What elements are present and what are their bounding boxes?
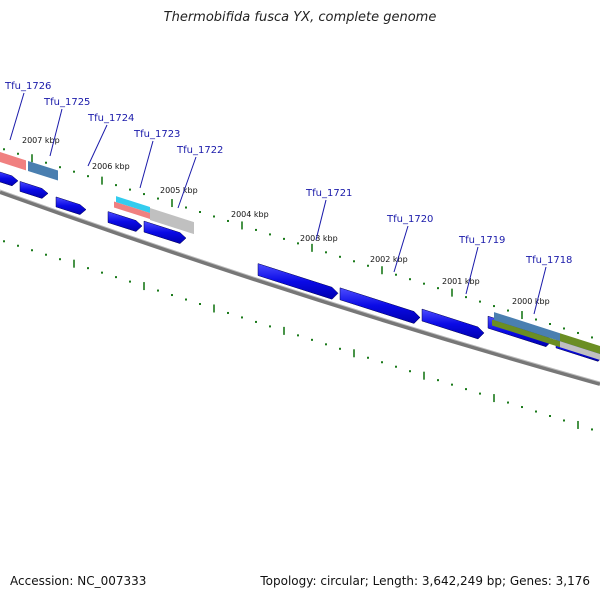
annotation-feature[interactable] (150, 208, 194, 235)
kbp-label: 2007 kbp (22, 136, 60, 145)
cds-feature[interactable] (257, 263, 339, 300)
leader-line (315, 199, 327, 241)
annotation-feature[interactable] (492, 319, 560, 348)
cds-feature[interactable] (19, 181, 49, 199)
gene-label-tfu1723[interactable]: Tfu_1723 (133, 129, 180, 140)
leader-line (49, 108, 63, 157)
kbp-label: 2005 kbp (160, 186, 198, 195)
gene-label-tfu1725[interactable]: Tfu_1725 (43, 97, 90, 108)
genome-backbone (0, 190, 600, 386)
kbp-label: 2003 kbp (300, 234, 338, 243)
gene-label-tfu1718[interactable]: Tfu_1718 (525, 255, 572, 266)
cds-feature[interactable] (0, 171, 19, 187)
leader-line (87, 124, 108, 167)
gene-label-tfu1720[interactable]: Tfu_1720 (386, 214, 433, 225)
tick-ring-inner (3, 240, 593, 431)
annotation-feature[interactable] (494, 312, 560, 342)
cds-feature[interactable] (339, 287, 421, 324)
annotation-feature[interactable] (560, 341, 600, 361)
cds-feature[interactable] (421, 308, 485, 340)
kbp-label: 2001 kbp (442, 277, 480, 286)
annotation-feature[interactable] (560, 333, 600, 355)
cds-feature[interactable] (107, 211, 143, 232)
gene-label-tfu1726[interactable]: Tfu_1726 (4, 81, 51, 92)
genome-summary-text: Topology: circular; Length: 3,642,249 bp… (260, 574, 590, 588)
leader-line (177, 156, 197, 209)
gene-label-tfu1724[interactable]: Tfu_1724 (87, 113, 134, 124)
annotation-feature[interactable] (114, 201, 150, 219)
kbp-label: 2004 kbp (231, 210, 269, 219)
kbp-label: 2006 kbp (92, 162, 130, 171)
genome-backbone-highlight (0, 189, 600, 383)
accession-text: Accession: NC_007333 (10, 574, 147, 588)
gene-labels: Tfu_1726 Tfu_1725 Tfu_1724 Tfu_1723 Tfu_… (4, 81, 572, 266)
cds-feature[interactable] (55, 196, 87, 215)
kbp-label: 2000 kbp (512, 297, 550, 306)
feature-tracks (0, 151, 600, 362)
kbp-label: 2002 kbp (370, 255, 408, 264)
leader-line (533, 266, 547, 315)
leader-line (465, 246, 479, 295)
annotation-feature[interactable] (28, 160, 58, 181)
leader-line (139, 140, 154, 189)
gene-label-tfu1721[interactable]: Tfu_1721 (305, 188, 352, 199)
map-title: Thermobifida fusca YX, complete genome (163, 10, 437, 25)
kbp-labels: 2007 kbp 2006 kbp 2005 kbp 2004 kbp 2003… (22, 136, 550, 306)
annotation-feature[interactable] (0, 151, 26, 171)
tick-ring-outer (3, 148, 593, 339)
leader-line (9, 92, 25, 141)
gene-leader-lines (9, 92, 547, 315)
gene-label-tfu1722[interactable]: Tfu_1722 (176, 145, 223, 156)
cds-feature[interactable] (143, 220, 187, 244)
leader-line (393, 225, 409, 273)
annotation-feature[interactable] (116, 196, 150, 213)
gene-label-tfu1719[interactable]: Tfu_1719 (458, 235, 505, 246)
